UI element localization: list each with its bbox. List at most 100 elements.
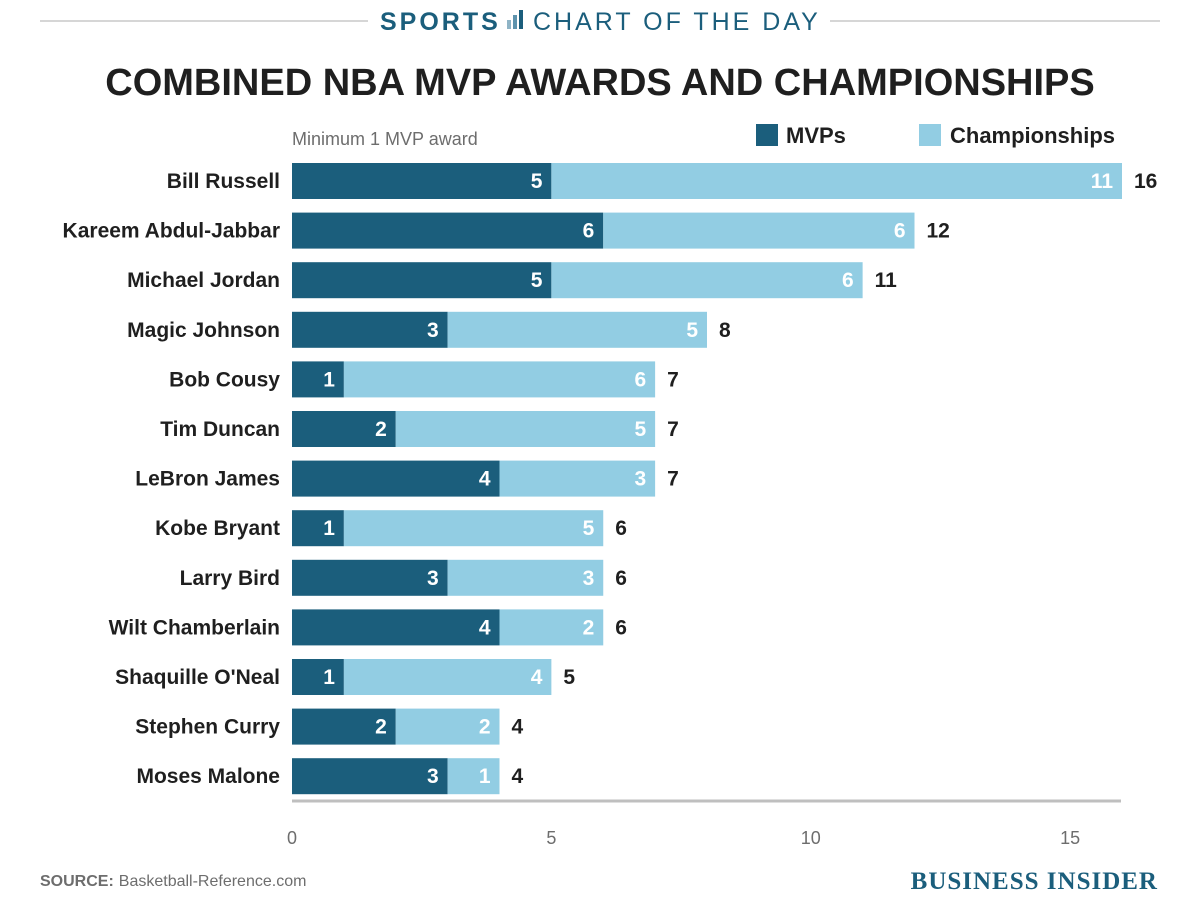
mvps-bar — [292, 510, 344, 547]
source-label: SOURCE: — [40, 873, 114, 890]
category-label: Stephen Curry — [135, 716, 280, 739]
mvps-value-label: 1 — [323, 517, 335, 540]
mvps-bar — [292, 708, 396, 745]
x-tick-label: 5 — [546, 828, 556, 848]
category-label: LeBron James — [135, 468, 280, 491]
category-label: Wilt Chamberlain — [109, 616, 280, 639]
championships-value-label: 3 — [634, 468, 646, 491]
mvps-value-label: 1 — [323, 666, 335, 689]
mvps-value-label: 3 — [427, 567, 439, 590]
championships-value-label: 6 — [894, 220, 906, 243]
category-label: Moses Malone — [136, 765, 280, 788]
total-value-label: 4 — [512, 716, 524, 739]
category-label: Kobe Bryant — [155, 517, 280, 540]
legend-swatch-mvps — [756, 124, 778, 146]
bar-chart-icon — [507, 10, 523, 29]
bar-row: Kareem Abdul-Jabbar 6 6 12 — [63, 212, 950, 249]
championships-bar — [551, 163, 1122, 199]
total-value-label: 6 — [615, 616, 627, 639]
bar-row: Michael Jordan 5 6 11 — [127, 262, 898, 299]
total-value-label: 12 — [927, 220, 950, 243]
total-value-label: 4 — [512, 765, 524, 788]
bar-row: Stephen Curry 2 2 4 — [135, 708, 524, 745]
total-value-label: 7 — [667, 418, 679, 441]
category-label: Magic Johnson — [127, 319, 280, 342]
chart-legend: MVPs Championships — [756, 123, 1115, 148]
championships-value-label: 1 — [479, 765, 491, 788]
mvps-bar — [292, 163, 552, 199]
bar-row: Moses Malone 3 1 4 — [136, 758, 524, 795]
total-value-label: 7 — [667, 468, 679, 491]
championships-value-label: 5 — [583, 517, 595, 540]
championships-value-label: 6 — [634, 368, 646, 391]
bar-row: Larry Bird 3 3 6 — [180, 559, 627, 596]
mvps-value-label: 2 — [375, 716, 387, 739]
mvps-bar — [292, 659, 344, 695]
championships-value-label: 2 — [479, 716, 491, 739]
mvps-bar — [292, 262, 552, 299]
bar-row: Bill Russell 5 11 16 — [167, 163, 1157, 199]
championships-bar — [343, 659, 552, 695]
bar-row: Wilt Chamberlain 4 2 6 — [109, 609, 627, 646]
total-value-label: 11 — [875, 269, 898, 292]
championships-value-label: 3 — [583, 567, 595, 590]
total-value-label: 8 — [719, 319, 731, 342]
mvps-bar — [292, 559, 448, 596]
mvps-bar — [292, 758, 448, 795]
championships-bar — [499, 609, 604, 646]
mvps-value-label: 6 — [583, 220, 595, 243]
total-value-label: 7 — [667, 368, 679, 391]
category-label: Bill Russell — [167, 170, 280, 193]
mvps-value-label: 5 — [531, 269, 543, 292]
mvps-value-label: 3 — [427, 765, 439, 788]
bar-row: Kobe Bryant 1 5 6 — [155, 510, 627, 547]
bar-row: Magic Johnson 3 5 8 — [127, 311, 731, 348]
header-series-title: CHART OF THE DAY — [533, 8, 821, 36]
championships-bar — [603, 212, 915, 249]
mvps-bar — [292, 460, 500, 497]
championships-value-label: 2 — [583, 616, 595, 639]
championships-bar — [447, 559, 604, 596]
mvps-value-label: 5 — [531, 170, 543, 193]
bar-row: Shaquille O'Neal 1 4 5 — [115, 659, 575, 695]
business-insider-logo: BUSINESS INSIDER — [911, 868, 1158, 895]
total-value-label: 6 — [615, 567, 627, 590]
x-tick-label: 0 — [287, 828, 297, 848]
x-tick-label: 10 — [801, 828, 821, 848]
category-label: Shaquille O'Neal — [115, 666, 280, 689]
championships-bar — [343, 510, 604, 547]
mvps-bar — [292, 609, 500, 646]
mvps-value-label: 1 — [323, 368, 335, 391]
legend-label-championships: Championships — [950, 123, 1115, 148]
bar-row: Tim Duncan 2 5 7 — [160, 411, 679, 447]
championships-bar — [447, 311, 707, 348]
category-label: Kareem Abdul-Jabbar — [63, 220, 280, 243]
total-value-label: 6 — [615, 517, 627, 540]
x-axis-ticks: 0 5 10 15 — [287, 828, 1080, 848]
source-text: Basketball-Reference.com — [119, 873, 307, 890]
mvps-value-label: 3 — [427, 319, 439, 342]
category-label: Michael Jordan — [127, 269, 280, 292]
mvps-bar — [292, 212, 604, 249]
championships-value-label: 5 — [634, 418, 646, 441]
bar-row: LeBron James 4 3 7 — [135, 460, 679, 497]
championships-bar — [343, 361, 656, 398]
chart-footer: SOURCE: Basketball-Reference.com BUSINESS… — [40, 868, 1158, 895]
mvps-bar — [292, 411, 396, 447]
mvps-value-label: 4 — [479, 468, 491, 491]
header-section-label: SPORTS — [380, 8, 501, 36]
legend-label-mvps: MVPs — [786, 123, 846, 148]
championships-bar — [499, 460, 656, 497]
category-label: Bob Cousy — [169, 368, 280, 391]
source-note: SOURCE: Basketball-Reference.com — [40, 873, 306, 890]
championships-bar — [395, 708, 500, 745]
legend-swatch-championships — [919, 124, 941, 146]
championships-value-label: 5 — [686, 319, 698, 342]
championships-bar — [447, 758, 500, 795]
category-label: Larry Bird — [180, 567, 280, 590]
total-value-label: 5 — [563, 666, 575, 689]
chart-title: COMBINED NBA MVP AWARDS AND CHAMPIONSHIP… — [105, 62, 1094, 104]
mvps-bar — [292, 361, 344, 398]
